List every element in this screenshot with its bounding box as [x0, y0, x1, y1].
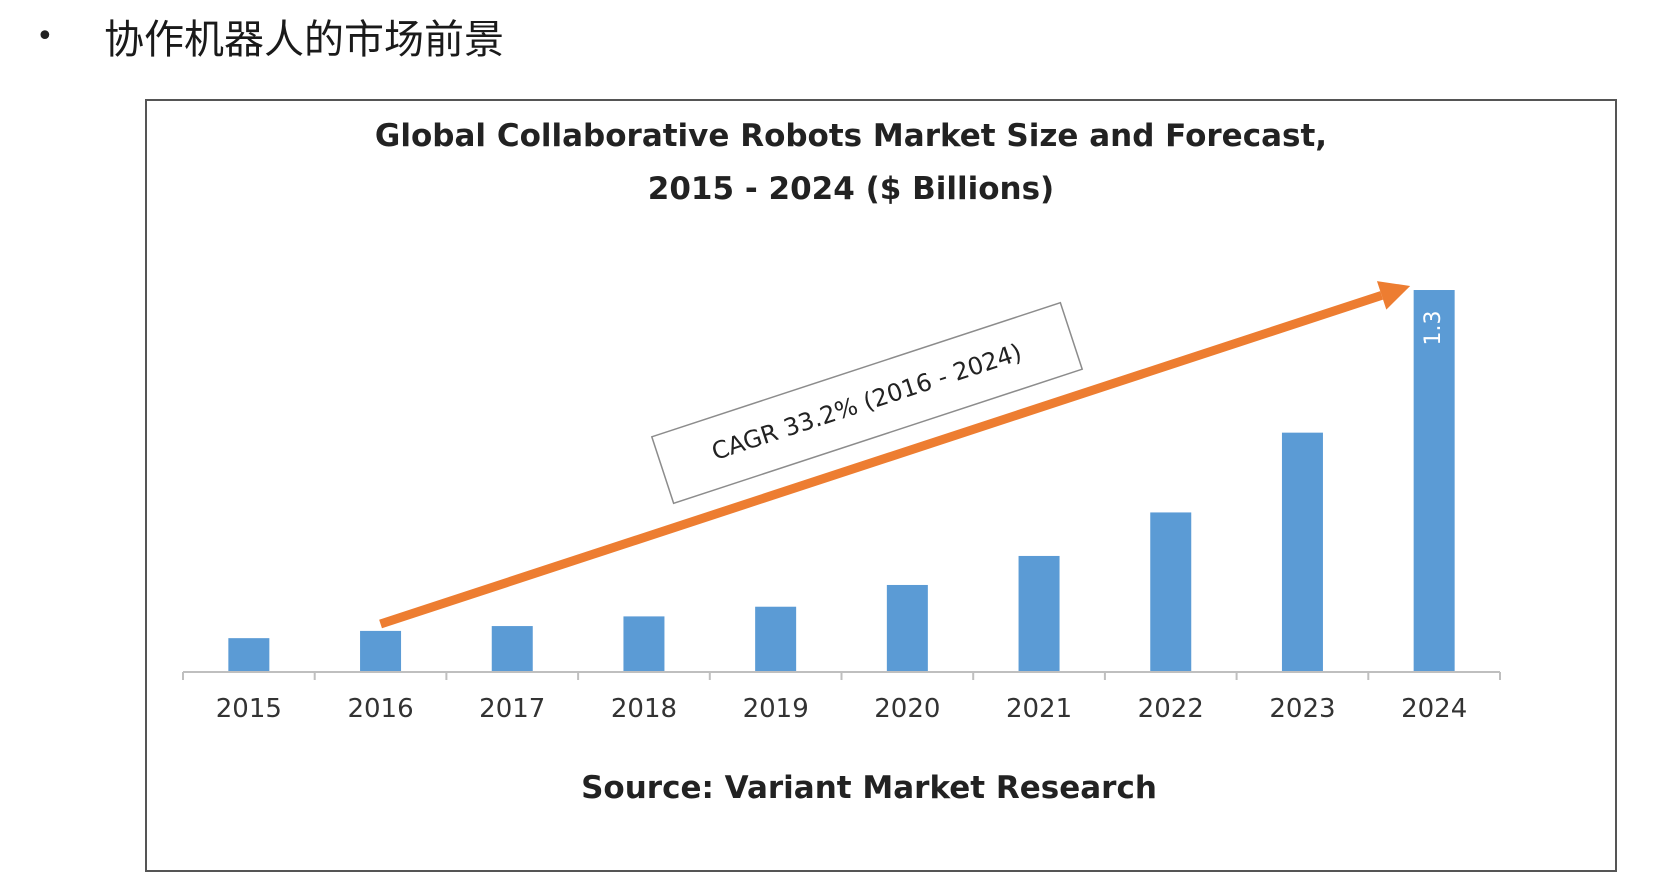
bar-2024 — [1413, 290, 1455, 672]
bar-2019 — [755, 606, 797, 672]
bar-value-label-2024: 1.3 — [1421, 311, 1446, 346]
x-tick-label-2022: 2022 — [1138, 694, 1204, 724]
bar-chart: Global Collaborative Robots Market Size … — [182, 118, 1501, 806]
cagr-annotation: CAGR 33.2% (2016 - 2024) — [379, 281, 1411, 629]
bar-2023 — [1281, 432, 1323, 672]
x-tick-label-2021: 2021 — [1006, 694, 1072, 724]
x-ticks-layer: 2015 2016 2017 2018 2019 2020 2021 2022 2023 2024 — [182, 672, 1501, 724]
cagr-arrow-line — [379, 291, 1384, 629]
chart-frame: Global Collaborative Robots Market Size … — [145, 99, 1617, 872]
bar-2022 — [1150, 512, 1192, 672]
chart-title-line2: 2015 - 2024 ($ Billions) — [648, 171, 1054, 207]
bar-2017 — [491, 626, 533, 672]
bars-layer: 1.3 — [228, 290, 1455, 672]
x-tick-label-2019: 2019 — [743, 694, 809, 724]
bar-2021 — [1018, 555, 1060, 672]
cagr-arrow-head — [1376, 281, 1411, 310]
x-tick-label-2023: 2023 — [1269, 694, 1335, 724]
cagr-label-box — [650, 301, 1084, 505]
chart-source: Source: Variant Market Research — [581, 770, 1157, 806]
slide-heading: 协作机器人的市场前景 — [104, 17, 504, 63]
bar-2016 — [360, 630, 402, 672]
x-tick-label-2017: 2017 — [479, 694, 545, 724]
x-tick-label-2020: 2020 — [874, 694, 940, 724]
chart-title-line1: Global Collaborative Robots Market Size … — [375, 118, 1327, 154]
slide-bullet-row: • 协作机器人的市场前景 — [36, 6, 504, 66]
bullet-marker: • — [36, 18, 54, 54]
x-tick-label-2018: 2018 — [611, 694, 677, 724]
bar-2015 — [228, 638, 270, 672]
x-tick-label-2016: 2016 — [347, 694, 413, 724]
bar-2020 — [886, 584, 928, 672]
x-tick-label-2024: 2024 — [1401, 694, 1467, 724]
bar-2018 — [623, 616, 665, 672]
x-tick-label-2015: 2015 — [216, 694, 282, 724]
